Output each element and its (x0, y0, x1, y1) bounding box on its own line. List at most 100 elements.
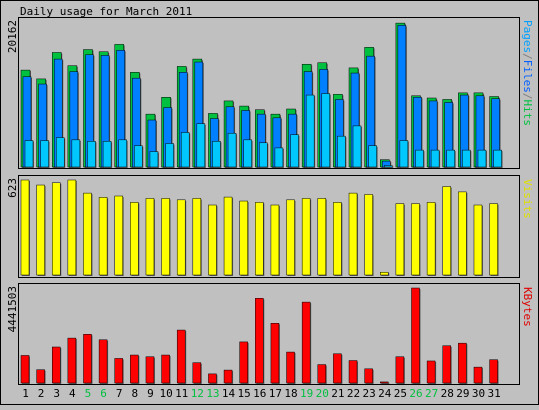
kbytes-bar-20 (317, 364, 327, 384)
kbytes-bar-29 (458, 342, 467, 384)
day-label-5: 5 (85, 387, 92, 400)
pages-bar-30 (477, 149, 487, 168)
kbytes-bar-24 (380, 381, 389, 384)
day-label-29: 29 (456, 387, 469, 400)
day-label-31: 31 (487, 387, 500, 400)
kbytes-bar-22 (348, 360, 358, 384)
day-label-18: 18 (284, 387, 297, 400)
day-label-2: 2 (38, 387, 45, 400)
visits-bar-22 (348, 192, 358, 276)
pages-bar-21 (337, 135, 346, 168)
pages-bar-8 (134, 145, 143, 168)
visits-bar-8 (130, 202, 139, 276)
kbytes-bar-7 (114, 358, 123, 384)
kbytes-bar-14 (223, 369, 233, 384)
visits-bar-12 (192, 198, 202, 276)
day-label-26: 26 (409, 387, 422, 400)
kbytes-bar-19 (301, 301, 311, 384)
visits-bar-2 (36, 184, 45, 276)
day-label-7: 7 (116, 387, 123, 400)
hits-axis-label: Pages/Files/Hits (521, 20, 534, 126)
kbytes-axis-label: KBytes (521, 287, 534, 327)
pages-bar-22 (352, 125, 362, 168)
kbytes-bar-10 (161, 354, 170, 384)
visits-bar-5 (83, 192, 92, 276)
pages-bar-1 (24, 140, 34, 168)
kbytes-bar-9 (145, 356, 155, 384)
pages-bar-28 (446, 149, 455, 168)
pages-bar-6 (102, 141, 112, 168)
visits-bar-4 (67, 179, 77, 276)
pages-bar-11 (180, 132, 190, 168)
pages-bar-10 (165, 143, 174, 168)
kbytes-bar-13 (208, 373, 217, 384)
chart-marks: 1 2 3 4 5 6 7 8 9 10 11 12 13 14 15 16 17 18 19 20 21 22 23 24 2… (20, 22, 503, 400)
kbytes-bar-30 (473, 366, 483, 384)
day-label-15: 15 (238, 387, 251, 400)
visits-bar-28 (442, 186, 451, 276)
pages-bar-13 (212, 141, 221, 168)
kbytes-bar-16 (255, 298, 264, 384)
pages-bar-15 (243, 139, 252, 168)
day-label-17: 17 (269, 387, 282, 400)
kbytes-bar-26 (411, 287, 420, 384)
pages-bar-14 (227, 132, 237, 168)
visits-bar-7 (114, 195, 123, 276)
day-label-1: 1 (22, 387, 29, 400)
kbytes-bar-12 (192, 362, 202, 384)
day-label-10: 10 (159, 387, 172, 400)
kbytes-max-label: 4441503 (6, 286, 19, 332)
day-label-23: 23 (363, 387, 376, 400)
visits-bar-15 (239, 200, 248, 276)
visits-bar-24 (380, 272, 389, 276)
kbytes-bar-17 (270, 323, 280, 384)
pages-bar-12 (196, 123, 206, 168)
pages-bar-24 (384, 165, 393, 168)
visits-bar-21 (333, 202, 342, 276)
pages-bar-24-shadow (385, 166, 394, 168)
kbytes-panel-frame (18, 283, 520, 385)
day-label-3: 3 (53, 387, 60, 400)
visits-bar-27 (426, 202, 436, 276)
visits-bar-23 (364, 194, 373, 276)
visits-bar-31 (489, 203, 498, 276)
visits-bar-1 (20, 179, 30, 276)
day-label-30: 30 (472, 387, 485, 400)
kbytes-bar-8 (130, 354, 139, 384)
visits-bar-10 (161, 198, 170, 276)
pages-bar-17 (274, 147, 284, 168)
kbytes-bar-31 (489, 359, 498, 384)
kbytes-bar-28 (442, 345, 451, 384)
day-label-14: 14 (222, 387, 236, 400)
kbytes-bar-1 (20, 355, 30, 384)
day-label-13: 13 (206, 387, 219, 400)
kbytes-bar-25 (395, 356, 405, 384)
visits-bar-13 (208, 204, 217, 276)
pages-bar-29 (462, 149, 471, 168)
visits-bar-29 (458, 191, 467, 276)
visits-bar-6 (98, 197, 108, 276)
day-label-19: 19 (300, 387, 313, 400)
day-label-21: 21 (331, 387, 344, 400)
pages-bar-3 (55, 137, 65, 168)
pages-bar-23 (368, 145, 377, 168)
pages-bar-9 (149, 151, 159, 168)
visits-bar-26 (411, 203, 420, 276)
kbytes-bar-6 (98, 339, 108, 384)
pages-bar-31 (493, 149, 502, 168)
visits-bar-17 (270, 204, 280, 276)
visits-bar-19 (301, 198, 311, 276)
visits-bar-11 (176, 199, 186, 276)
pages-bar-19 (305, 94, 315, 168)
kbytes-bar-2 (36, 369, 45, 384)
kbytes-bar-4 (67, 337, 77, 384)
hits-panel-frame (18, 17, 520, 169)
day-label-9: 9 (147, 387, 154, 400)
day-label-28: 28 (441, 387, 454, 400)
visits-bar-16 (255, 202, 264, 276)
day-label-22: 22 (347, 387, 360, 400)
kbytes-bar-5 (83, 334, 92, 384)
kbytes-bar-21 (333, 353, 342, 384)
day-label-20: 20 (316, 387, 329, 400)
